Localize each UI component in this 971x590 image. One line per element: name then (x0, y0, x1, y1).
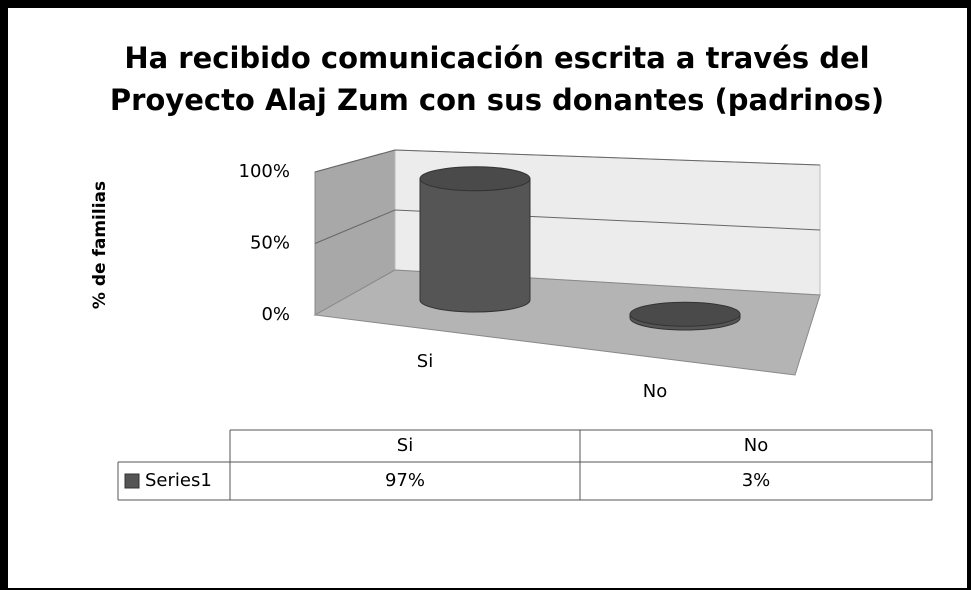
y-tick-label: 100% (239, 161, 290, 182)
legend-swatch (124, 473, 140, 489)
cylinder (629, 301, 741, 331)
cylinder (419, 166, 531, 313)
table-value: 3% (742, 470, 771, 491)
table-header: No (744, 435, 768, 456)
cylinder-top (419, 166, 531, 192)
y-tick-label: 0% (261, 304, 290, 325)
y-axis-label: % de familias (90, 181, 110, 309)
grid-line (314, 209, 821, 244)
x-tick-label: Si (417, 351, 433, 372)
table-value: 97% (385, 470, 425, 491)
grid-line (314, 149, 821, 173)
table-grid (117, 429, 933, 501)
table-header: Si (397, 435, 413, 456)
y-tick-label: 50% (250, 233, 290, 254)
cylinder-body (419, 178, 531, 313)
cylinder-top (629, 301, 741, 327)
x-tick-label: No (643, 381, 667, 402)
chart-title: Ha recibido comunicación escrita a travé… (124, 41, 869, 75)
legend-label: Series1 (145, 470, 212, 491)
chart-title: Proyecto Alaj Zum con sus donantes (padr… (110, 83, 884, 117)
